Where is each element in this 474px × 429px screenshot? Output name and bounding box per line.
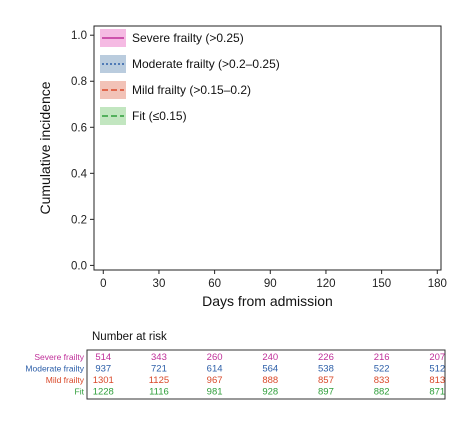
y-tick-label: 0.6 xyxy=(71,122,87,134)
legend-label: Mild frailty (>0.15–0.2) xyxy=(132,83,251,97)
y-tick-label: 0.0 xyxy=(71,260,87,272)
y-axis-title: Cumulative incidence xyxy=(37,81,53,214)
risk-cell: 833 xyxy=(374,375,390,386)
risk-cell: 888 xyxy=(262,375,278,386)
risk-cell: 882 xyxy=(374,387,390,398)
risk-cell: 522 xyxy=(374,364,390,375)
risk-cell: 1228 xyxy=(93,387,114,398)
risk-cell: 240 xyxy=(262,352,278,363)
risk-cell: 343 xyxy=(151,352,167,363)
risk-cell: 1125 xyxy=(149,375,169,386)
risk-cell: 857 xyxy=(318,375,334,386)
risk-cell: 564 xyxy=(262,364,278,375)
x-tick-label: 30 xyxy=(153,278,166,290)
legend-swatch-band xyxy=(100,55,126,73)
risk-cell: 512 xyxy=(429,364,445,375)
legend: Severe frailty (>0.25) Moderate frailty (… xyxy=(100,29,280,125)
y-tick-label: 0.8 xyxy=(71,76,87,88)
risk-cell: 216 xyxy=(374,352,390,363)
risk-cell: 721 xyxy=(151,364,167,375)
risk-row-label: Mild frailty xyxy=(46,375,85,385)
axes: 0 30 60 90 120 150 180 0.0 0.2 0.4 0.6 0.8 1.0 xyxy=(71,25,447,290)
risk-cell: 538 xyxy=(318,364,334,375)
number-at-risk-table: Number at risk Severe frailty 514 343 260 24… xyxy=(25,331,446,400)
legend-label: Fit (≤0.15) xyxy=(132,109,187,123)
risk-cell: 981 xyxy=(207,387,223,398)
risk-cell: 928 xyxy=(262,387,278,398)
number-at-risk-title: Number at risk xyxy=(92,331,167,343)
plot-frame xyxy=(93,25,442,271)
x-tick-label: 90 xyxy=(264,278,277,290)
y-tick-label: 0.2 xyxy=(71,214,87,226)
x-tick-label: 0 xyxy=(100,278,106,290)
risk-row-label: Severe frailty xyxy=(34,352,84,362)
risk-cell: 1301 xyxy=(93,375,114,386)
risk-row-label: Moderate frailty xyxy=(25,364,84,374)
risk-cell: 207 xyxy=(429,352,445,363)
risk-cell: 614 xyxy=(207,364,223,375)
x-tick-label: 180 xyxy=(428,278,447,290)
risk-cell: 260 xyxy=(207,352,223,363)
risk-cell: 897 xyxy=(318,387,334,398)
risk-cell: 937 xyxy=(95,364,111,375)
risk-table-box xyxy=(86,349,446,400)
x-axis-title: Days from admission xyxy=(202,293,333,309)
risk-cell: 514 xyxy=(95,352,111,363)
x-tick-label: 150 xyxy=(372,278,391,290)
x-tick-label: 60 xyxy=(208,278,221,290)
x-tick-label: 120 xyxy=(316,278,335,290)
risk-cell: 813 xyxy=(429,375,445,386)
y-tick-label: 1.0 xyxy=(71,30,87,42)
risk-cell: 226 xyxy=(318,352,334,363)
risk-row-label: Fit xyxy=(75,387,85,397)
risk-cell: 1116 xyxy=(149,387,169,398)
legend-label: Severe frailty (>0.25) xyxy=(132,31,244,45)
y-tick-label: 0.4 xyxy=(71,168,88,180)
risk-cell: 871 xyxy=(429,387,445,398)
legend-label: Moderate frailty (>0.2–0.25) xyxy=(132,57,280,71)
risk-cell: 967 xyxy=(207,375,223,386)
